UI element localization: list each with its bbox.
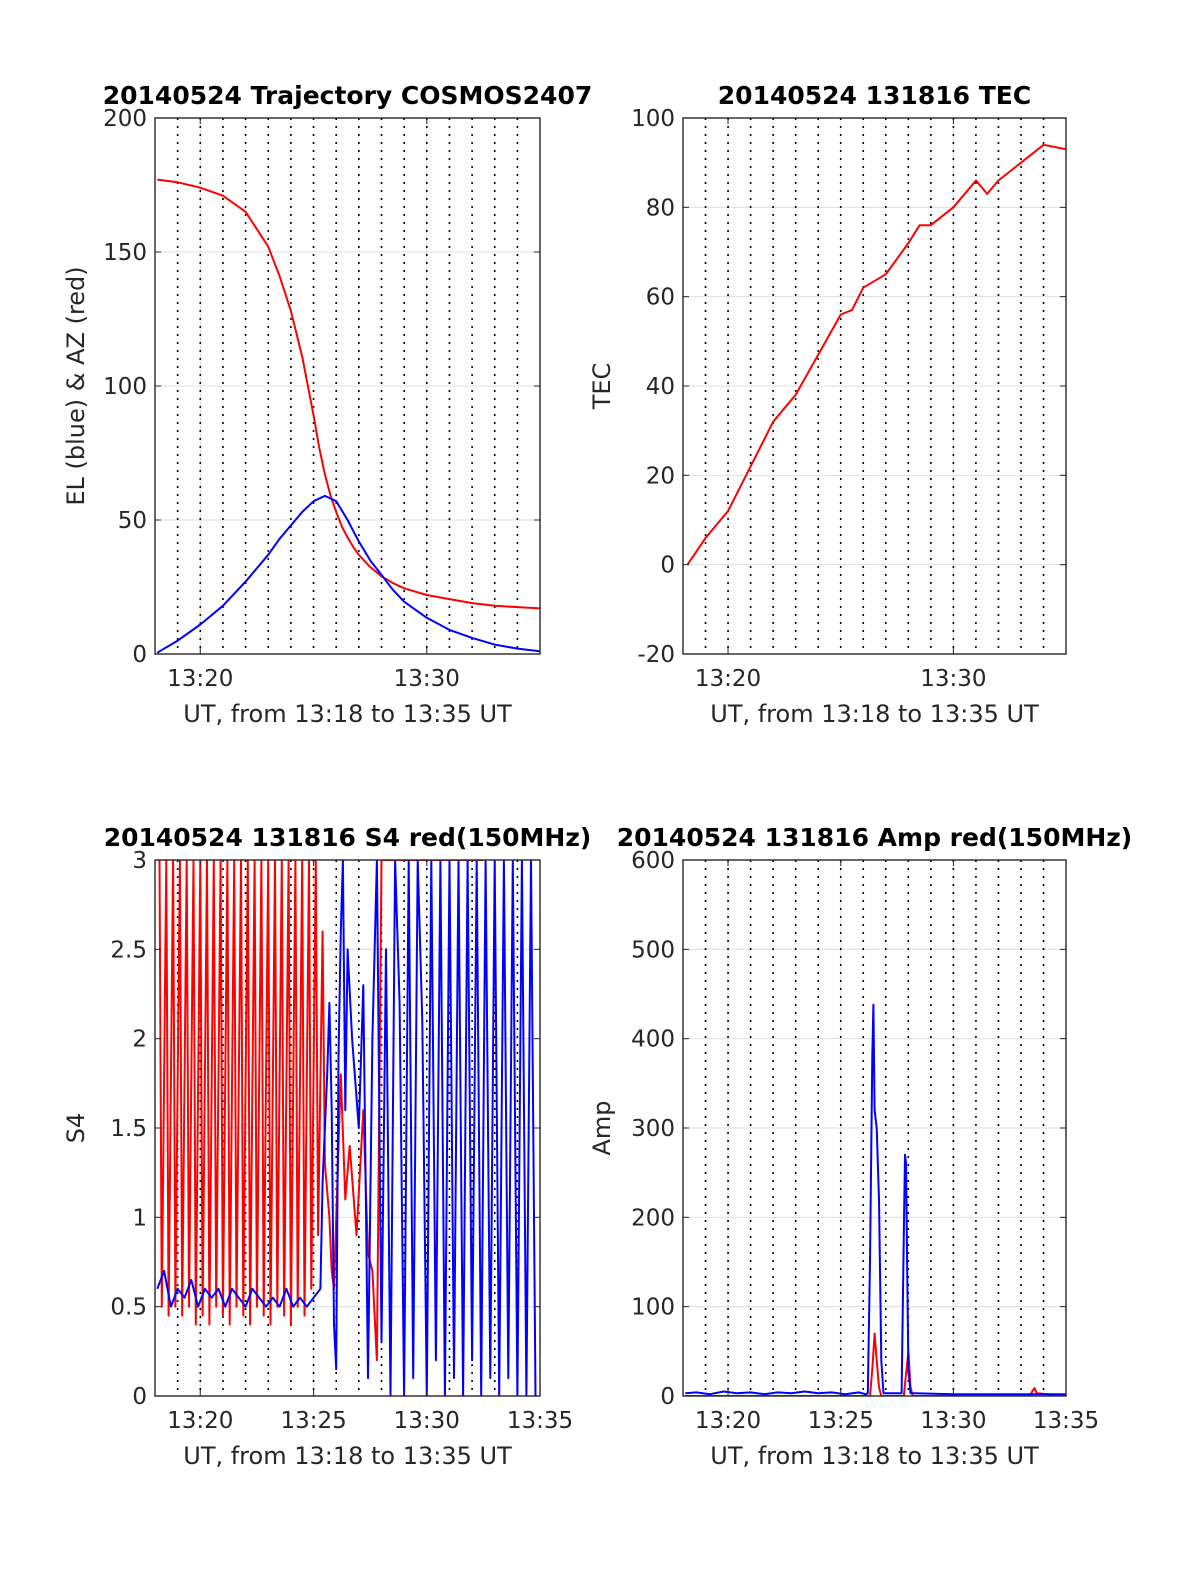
y-tick-label: 100 xyxy=(631,106,675,132)
chart-title: 20140524 131816 S4 red(150MHz) xyxy=(104,823,592,852)
y-tick-label: 3 xyxy=(132,848,147,874)
y-tick-label: 0 xyxy=(132,642,147,668)
chart-title: 20140524 131816 TEC xyxy=(718,81,1031,110)
x-tick-label: 13:30 xyxy=(920,1408,986,1434)
y-tick-label: 1.5 xyxy=(110,1116,147,1142)
x-tick-label: 13:30 xyxy=(394,1408,460,1434)
y-tick-label: 0.5 xyxy=(110,1295,147,1321)
series-line-blue xyxy=(156,860,537,1396)
y-tick-label: 200 xyxy=(103,106,147,132)
y-tick-label: 20 xyxy=(646,463,675,489)
y-tick-label: 1 xyxy=(132,1205,147,1231)
x-tick-label: 13:20 xyxy=(695,666,761,692)
x-tick-label: 13:20 xyxy=(695,1408,761,1434)
y-tick-label: 400 xyxy=(631,1027,675,1053)
chart-title: 20140524 131816 Amp red(150MHz) xyxy=(617,823,1133,852)
y-tick-label: 0 xyxy=(660,553,675,579)
y-axis-label: Amp xyxy=(588,1100,616,1155)
chart-panel-4: 0 100 200 300 400 500 600 13:20 13:25 13:30 13:35 2… xyxy=(588,823,1132,1470)
y-tick-label: 100 xyxy=(103,374,147,400)
y-tick-label: 2 xyxy=(132,1027,147,1053)
y-tick-label: 100 xyxy=(631,1295,675,1321)
y-axis-label: EL (blue) & AZ (red) xyxy=(62,266,90,505)
series-group xyxy=(685,1003,1066,1396)
y-tick-label: 50 xyxy=(118,508,147,534)
series-line-blue xyxy=(685,1003,1066,1396)
series-line-red xyxy=(685,1332,1066,1396)
chart-panel-1: 0 50 100 150 200 13:20 13:30 20140524 Trajector… xyxy=(62,81,592,728)
y-axis-label: S4 xyxy=(62,1113,90,1144)
y-tick-label: 2.5 xyxy=(110,937,147,963)
x-tick-label: 13:35 xyxy=(1033,1408,1099,1434)
x-tick-label: 13:35 xyxy=(507,1408,573,1434)
y-tick-label: 60 xyxy=(646,285,675,311)
series-line-blue xyxy=(156,494,540,654)
x-axis-label: UT, from 13:18 to 13:35 UT xyxy=(710,1442,1039,1470)
y-tick-label: 200 xyxy=(631,1205,675,1231)
y-tick-label: 600 xyxy=(631,848,675,874)
x-tick-label: 13:25 xyxy=(808,1408,874,1434)
y-tick-label: -20 xyxy=(637,642,675,668)
x-tick-label: 13:30 xyxy=(920,666,986,692)
chart-title: 20140524 Trajectory COSMOS2407 xyxy=(103,81,593,110)
chart-panel-2: -20 0 20 40 60 80 100 13:20 13:30 20140524 131816… xyxy=(588,81,1067,728)
y-tick-label: 0 xyxy=(660,1384,675,1410)
series-line-red xyxy=(157,178,540,610)
x-axis-label: UT, from 13:18 to 13:35 UT xyxy=(183,1442,512,1470)
y-tick-label: 0 xyxy=(132,1384,147,1410)
y-tick-label: 500 xyxy=(631,937,675,963)
y-tick-label: 300 xyxy=(631,1116,675,1142)
chart-panel-3: 0 0.5 1 1.5 2 2.5 3 13:20 13:25 13:30 13:35 2014052… xyxy=(62,823,591,1470)
y-tick-label: 150 xyxy=(103,240,147,266)
x-axis-label: UT, from 13:18 to 13:35 UT xyxy=(710,700,1039,728)
x-tick-label: 13:30 xyxy=(394,666,460,692)
series-group xyxy=(156,860,537,1396)
y-axis-label: TEC xyxy=(588,363,616,411)
x-axis-label: UT, from 13:18 to 13:35 UT xyxy=(183,700,512,728)
y-tick-label: 80 xyxy=(646,195,675,221)
series-group xyxy=(686,143,1066,566)
x-tick-label: 13:20 xyxy=(167,666,233,692)
series-line-red xyxy=(158,860,484,1362)
series-line-red xyxy=(686,143,1066,566)
y-tick-label: 40 xyxy=(646,374,675,400)
x-tick-label: 13:25 xyxy=(280,1408,346,1434)
series-group xyxy=(156,178,540,654)
x-tick-label: 13:20 xyxy=(167,1408,233,1434)
